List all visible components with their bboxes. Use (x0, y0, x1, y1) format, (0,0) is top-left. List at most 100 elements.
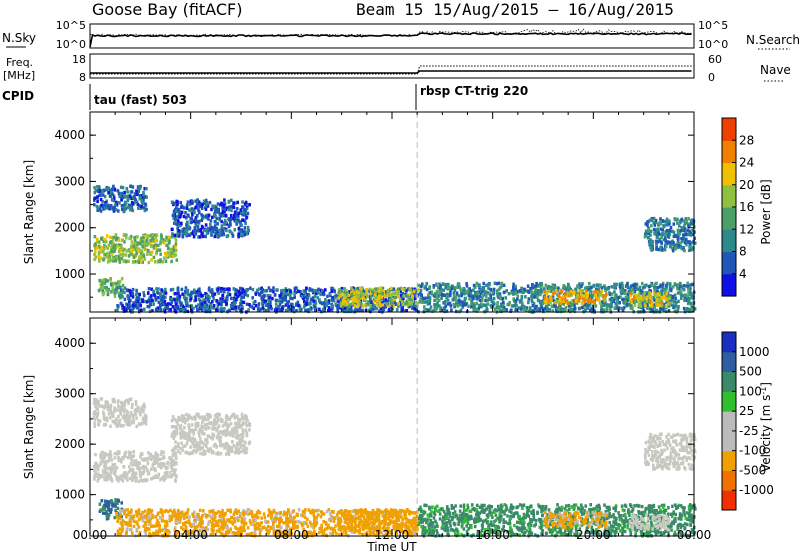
data-cell (160, 476, 164, 481)
data-cell (665, 309, 668, 314)
data-cell (127, 254, 131, 258)
data-cell (137, 461, 141, 465)
data-cell (181, 419, 184, 423)
data-cell (534, 293, 537, 297)
data-cell (131, 208, 135, 213)
data-cell (493, 281, 497, 285)
data-cell (562, 302, 565, 306)
data-cell (121, 295, 124, 299)
data-cell (170, 465, 173, 470)
data-cell (260, 290, 264, 294)
data-cell (178, 223, 182, 228)
data-cell (122, 259, 125, 263)
data-cell (143, 415, 146, 419)
data-cell (410, 298, 413, 302)
data-cell (163, 472, 167, 476)
data-cell (551, 284, 555, 288)
data-cell (98, 419, 102, 423)
data-cell (219, 452, 223, 456)
data-cell (485, 283, 488, 288)
data-cell (117, 243, 121, 247)
data-cell (102, 416, 106, 420)
data-cell (280, 300, 284, 304)
data-cell (613, 290, 616, 294)
nave-tick-high: 60 (708, 53, 722, 66)
data-cell (427, 308, 430, 312)
data-cell (191, 417, 194, 421)
data-cell (134, 198, 137, 202)
data-cell (243, 219, 247, 223)
data-cell (121, 456, 124, 460)
data-cell (289, 289, 292, 293)
data-cell (165, 235, 168, 240)
data-cell (200, 305, 203, 309)
data-cell (664, 230, 667, 234)
data-cell (229, 433, 233, 437)
data-cell (567, 304, 571, 308)
data-cell (298, 307, 302, 311)
data-cell (133, 235, 136, 240)
data-cell (367, 303, 370, 307)
data-cell (547, 300, 551, 304)
data-cell (178, 451, 182, 455)
data-cell (254, 292, 258, 296)
data-cell (392, 292, 395, 296)
data-cell (463, 302, 466, 306)
data-cell (140, 242, 144, 247)
data-cell (142, 402, 146, 406)
data-cell (212, 425, 216, 429)
data-cell (551, 309, 555, 313)
data-cell (103, 467, 107, 472)
data-cell (139, 303, 142, 308)
data-cell (147, 472, 151, 476)
data-cell (184, 286, 188, 290)
data-cell (215, 216, 219, 221)
data-cell (142, 291, 145, 295)
data-cell (109, 466, 112, 470)
data-cell (103, 246, 106, 251)
data-cell (95, 415, 99, 419)
data-cell (137, 249, 140, 253)
data-cell (197, 200, 201, 204)
data-cell (145, 240, 149, 244)
data-cell (137, 296, 141, 300)
data-cell (164, 291, 168, 295)
data-cell (182, 444, 185, 449)
data-cell (610, 285, 613, 289)
data-cell (103, 203, 106, 208)
data-cell (428, 285, 432, 289)
data-cell (622, 300, 625, 305)
data-cell (242, 420, 245, 425)
data-cell (521, 304, 524, 308)
data-cell (399, 293, 403, 298)
data-cell (92, 401, 96, 405)
data-cell (514, 287, 517, 291)
data-cell (147, 234, 151, 238)
data-cell (664, 304, 668, 308)
data-cell (467, 304, 470, 308)
data-cell (570, 299, 574, 303)
data-cell (404, 309, 407, 313)
data-cell (121, 247, 124, 251)
data-cell (109, 510, 113, 514)
data-cell (508, 301, 511, 305)
data-cell (118, 256, 121, 261)
data-cell (128, 249, 131, 253)
data-cell (173, 253, 177, 258)
data-cell (178, 426, 182, 431)
data-cell (550, 289, 553, 293)
data-cell (303, 292, 306, 296)
data-cell (129, 467, 132, 472)
data-cell (659, 220, 662, 224)
data-cell (113, 245, 116, 250)
data-cell (403, 287, 406, 292)
data-cell (172, 247, 175, 251)
data-cell (221, 214, 225, 218)
data-cell (167, 307, 171, 312)
data-cell (193, 437, 196, 442)
data-cell (547, 302, 551, 307)
data-cell (314, 299, 317, 303)
velocity-plot-bg (90, 318, 694, 536)
data-cell (117, 455, 120, 460)
data-cell (144, 465, 148, 470)
